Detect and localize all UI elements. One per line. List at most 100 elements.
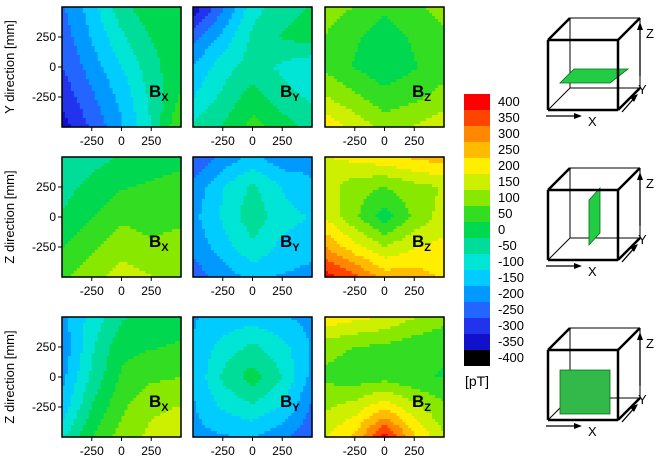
heatmap-cell bbox=[130, 166, 135, 170]
heatmap-cell bbox=[198, 91, 203, 95]
heatmap-cell bbox=[399, 124, 403, 128]
heatmap-cell bbox=[166, 58, 170, 62]
heatmap-cell bbox=[297, 82, 301, 86]
heatmap-cell bbox=[252, 55, 257, 59]
heatmap-cell bbox=[381, 88, 386, 92]
heatmap-cell bbox=[414, 67, 418, 71]
heatmap-cell bbox=[258, 121, 263, 125]
heatmap-cell bbox=[73, 40, 78, 44]
heatmap-cell bbox=[294, 85, 298, 89]
heatmap-cell bbox=[252, 49, 257, 53]
heatmap-cell bbox=[67, 91, 72, 95]
heatmap-cell bbox=[225, 55, 230, 59]
heatmap-cell bbox=[252, 88, 257, 92]
heatmap-cell bbox=[300, 76, 304, 80]
heatmap-cell bbox=[414, 55, 418, 59]
heatmap-cell bbox=[402, 103, 406, 107]
heatmap-cell bbox=[411, 13, 415, 17]
heatmap-cell bbox=[225, 64, 230, 68]
heatmap-cell bbox=[219, 10, 224, 14]
heatmap-cell bbox=[432, 16, 436, 20]
heatmap-cell bbox=[327, 7, 332, 11]
heatmap-cell bbox=[408, 25, 412, 29]
heatmap-cell bbox=[210, 10, 215, 14]
heatmap-cell bbox=[210, 64, 215, 68]
heatmap-cell bbox=[145, 124, 149, 128]
heatmap-cell bbox=[70, 28, 75, 32]
heatmap-cell bbox=[76, 19, 81, 23]
heatmap-cell bbox=[351, 106, 356, 110]
heatmap-cell bbox=[342, 82, 347, 86]
heatmap-cell bbox=[243, 43, 248, 47]
heatmap-cell bbox=[178, 19, 182, 23]
heatmap-cell bbox=[387, 58, 392, 62]
heatmap-cell bbox=[264, 100, 268, 104]
heatmap-cell bbox=[67, 169, 72, 173]
heatmap-cell bbox=[261, 7, 266, 11]
heatmap-cell bbox=[100, 28, 105, 32]
heatmap-cell bbox=[387, 25, 392, 29]
heatmap-cell bbox=[201, 103, 206, 107]
heatmap-cell bbox=[282, 73, 286, 77]
heatmap-cell bbox=[264, 55, 268, 59]
heatmap-cell bbox=[384, 73, 389, 77]
heatmap-cell bbox=[94, 52, 99, 56]
heatmap-cell bbox=[294, 64, 298, 68]
heatmap-cell bbox=[354, 112, 359, 116]
heatmap-cell bbox=[291, 103, 295, 107]
heatmap-cell bbox=[351, 25, 356, 29]
heatmap-cell bbox=[103, 121, 108, 125]
heatmap-cell bbox=[273, 43, 277, 47]
heatmap-cell bbox=[282, 91, 286, 95]
heatmap-cell bbox=[62, 85, 66, 89]
heatmap-cell bbox=[309, 61, 313, 65]
heatmap-cell bbox=[148, 55, 152, 59]
heatmap-cell bbox=[70, 88, 75, 92]
heatmap-cell bbox=[219, 64, 224, 68]
heatmap-cell bbox=[70, 100, 75, 104]
heatmap-cell bbox=[234, 52, 239, 56]
heatmap-cell bbox=[327, 115, 332, 119]
heatmap-cell bbox=[142, 22, 146, 26]
heatmap-cell bbox=[325, 70, 329, 74]
heatmap-cell bbox=[198, 73, 203, 77]
heatmap-cell bbox=[166, 157, 170, 161]
heatmap-cell bbox=[291, 28, 295, 32]
heatmap-cell bbox=[246, 52, 251, 56]
heatmap-cell bbox=[294, 115, 298, 119]
heatmap-cell bbox=[291, 37, 295, 41]
heatmap-cell bbox=[309, 103, 313, 107]
heatmap-cell bbox=[417, 43, 421, 47]
heatmap-cell bbox=[112, 106, 117, 110]
heatmap-cell bbox=[231, 58, 236, 62]
heatmap-cell bbox=[294, 40, 298, 44]
heatmap-cell bbox=[115, 58, 120, 62]
heatmap-cell bbox=[234, 106, 239, 110]
heatmap-cell bbox=[258, 88, 263, 92]
heatmap-cell bbox=[121, 76, 126, 80]
heatmap-cell bbox=[408, 76, 412, 80]
heatmap-cell bbox=[381, 124, 386, 128]
heatmap-cell bbox=[76, 13, 81, 17]
heatmap-cell bbox=[124, 109, 129, 113]
heatmap-cell bbox=[276, 82, 280, 86]
heatmap-cell bbox=[363, 22, 368, 26]
heatmap-cell bbox=[267, 7, 271, 11]
heatmap-cell bbox=[106, 67, 111, 71]
heatmap-cell bbox=[118, 76, 123, 80]
heatmap-cell bbox=[342, 76, 347, 80]
heatmap-cell bbox=[88, 43, 93, 47]
heatmap-cell bbox=[76, 79, 81, 83]
heatmap-cell bbox=[240, 16, 245, 20]
heatmap-cell bbox=[411, 91, 415, 95]
heatmap-cell bbox=[390, 91, 395, 95]
heatmap-cell bbox=[193, 76, 197, 80]
y-tick-label: -250 bbox=[32, 90, 56, 104]
heatmap-cell bbox=[94, 106, 99, 110]
heatmap-cell bbox=[429, 118, 433, 122]
heatmap-cell bbox=[429, 112, 433, 116]
heatmap-cell bbox=[243, 31, 248, 35]
heatmap-cell bbox=[360, 31, 365, 35]
heatmap-cell bbox=[429, 88, 433, 92]
heatmap-cell bbox=[414, 109, 418, 113]
